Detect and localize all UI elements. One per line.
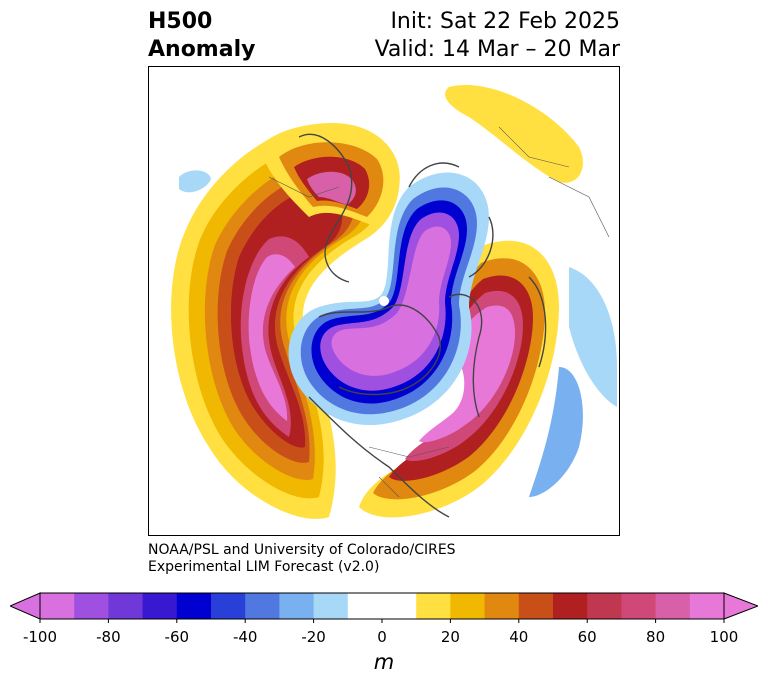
anomaly-map	[148, 66, 620, 536]
colorbar-swatch	[347, 593, 383, 619]
colorbar-swatch	[108, 593, 144, 619]
colorbar-swatch	[484, 593, 520, 619]
negative-anomaly-center	[288, 172, 489, 426]
plot-title: H500 Anomaly	[148, 8, 255, 64]
negative-anomaly-europe	[569, 267, 617, 407]
colorbar-swatch	[211, 593, 246, 619]
colorbar-swatch	[279, 593, 315, 619]
colorbar-swatch	[621, 593, 657, 619]
colorbar-swatch	[450, 593, 486, 619]
colorbar-tick-label: 0	[377, 628, 387, 646]
colorbar-unit: m	[373, 650, 395, 674]
valid-range: Valid: 14 Mar – 20 Mar	[374, 37, 620, 62]
colorbar-swatch	[40, 593, 75, 619]
colorbar-swatch	[74, 593, 109, 619]
colorbar-swatch	[587, 593, 622, 619]
credit-line-2: Experimental LIM Forecast (v2.0)	[148, 559, 380, 575]
colorbar-swatch	[176, 593, 212, 619]
colorbar-tick-label: -20	[301, 628, 326, 646]
colorbar-swatch	[416, 593, 451, 619]
init-date: Init: Sat 22 Feb 2025	[390, 9, 620, 34]
positive-anomaly-east	[359, 85, 583, 518]
colorbar-tick-label: 40	[509, 628, 529, 646]
colorbar-tick-label: 20	[440, 628, 460, 646]
colorbar-swatch	[518, 593, 554, 619]
negative-anomaly-atlantic	[529, 367, 583, 497]
colorbar-tick-label: -60	[164, 628, 190, 646]
borders	[268, 126, 610, 498]
colorbar-tick-label: -80	[96, 628, 121, 646]
credit-line-1: NOAA/PSL and University of Colorado/CIRE…	[148, 542, 456, 558]
colorbar-tick-label: 80	[646, 628, 666, 646]
forecast-dates: Init: Sat 22 Feb 2025 Valid: 14 Mar – 20…	[375, 8, 620, 64]
title-line-1: H500	[148, 9, 213, 34]
coastlines	[298, 133, 547, 518]
colorbar-tick-label: -40	[232, 628, 258, 646]
colorbar-tick-label: 60	[577, 628, 597, 646]
colorbar	[10, 592, 758, 623]
colorbar-swatch	[245, 593, 280, 619]
colorbar-extend-max	[723, 592, 758, 620]
colorbar-swatch	[553, 593, 588, 619]
colorbar-swatch	[313, 593, 349, 619]
colorbar-swatch	[382, 593, 417, 619]
colorbar-swatch	[689, 593, 725, 619]
colorbar-extend-min	[10, 592, 41, 620]
colorbar-tick-label: -100	[22, 628, 58, 646]
credit-text: NOAA/PSL and University of Colorado/CIRE…	[148, 542, 456, 576]
colorbar-swatch	[142, 593, 178, 619]
title-line-2: Anomaly	[148, 37, 256, 62]
colorbar-tick-label: 100	[709, 628, 739, 646]
north-pole-marker	[379, 296, 389, 306]
colorbar-swatch	[655, 593, 691, 619]
negative-anomaly-pacific	[179, 170, 211, 193]
anomaly-map-svg	[171, 85, 617, 519]
